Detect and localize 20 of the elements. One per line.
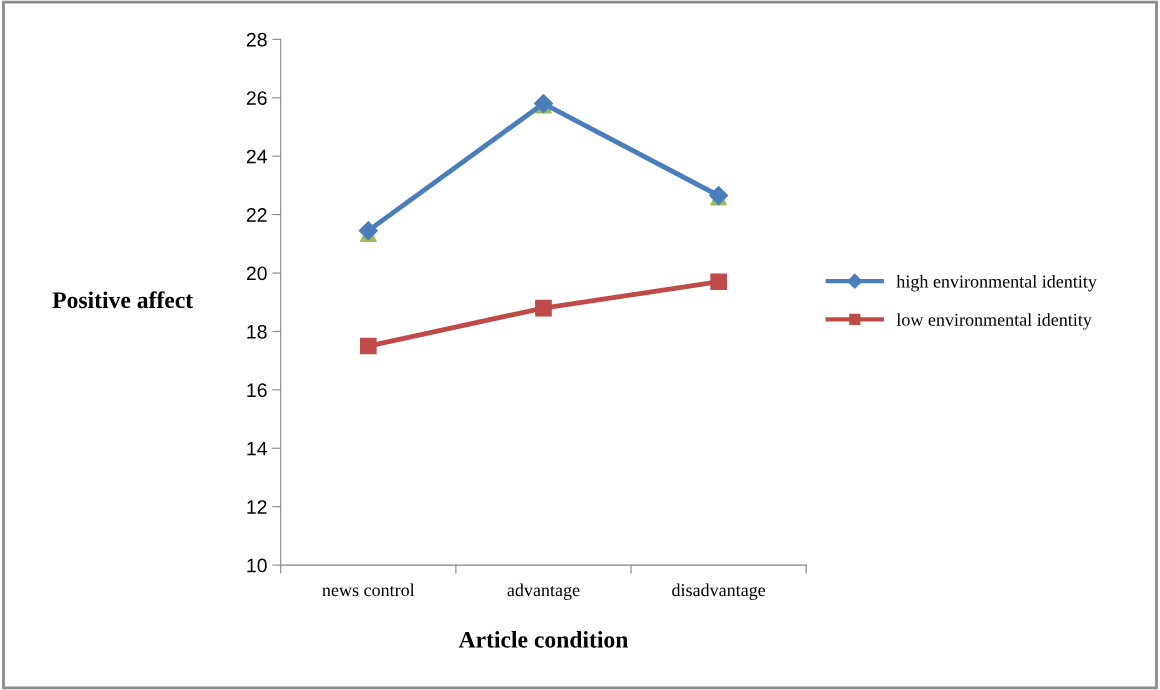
x-tick-label: advantage [507,583,580,600]
y-tick-label: 18 [247,324,267,339]
legend-label: low environmental identity [896,313,1092,330]
x-tick-label: disadvantage [672,583,766,600]
y-tick-label: 28 [246,32,267,47]
point [535,299,552,317]
y-tick-label: 14 [247,441,267,456]
y-tick-label: 20 [246,266,267,281]
y-tick-label: 26 [246,91,267,105]
y-axis-title: Positive affect [52,291,194,309]
y-tick-label: 24 [246,149,267,164]
point [359,337,377,355]
y-tick-label: 22 [246,208,267,222]
legend-label: high environmental identity [896,274,1097,292]
y-tick-label: 10 [247,558,267,573]
x-axis-title: Article condition [458,631,629,648]
y-tick-label: 12 [247,500,267,514]
point [710,273,727,291]
y-tick-label: 16 [247,383,267,398]
x-tick-label: news control [322,583,415,597]
